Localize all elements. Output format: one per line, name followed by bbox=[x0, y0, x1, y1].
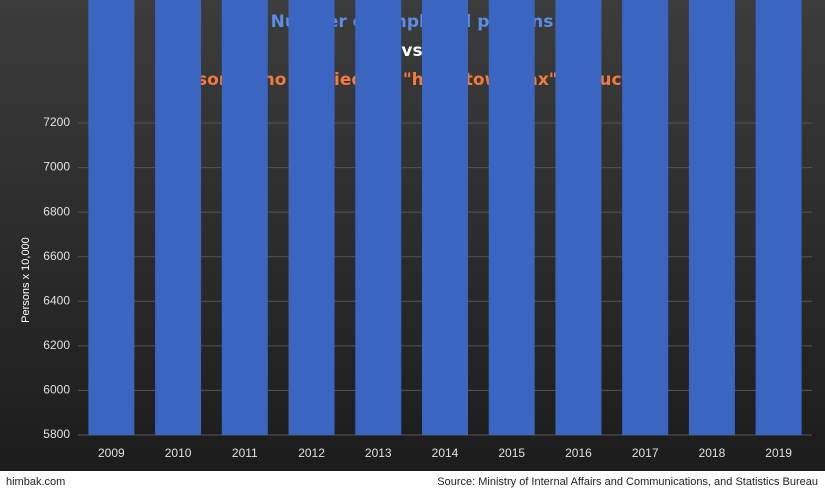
y-tick-label: 7000 bbox=[43, 160, 70, 174]
footer-right: Source: Ministry of Internal Affairs and… bbox=[437, 476, 818, 488]
y-tick-label: 5800 bbox=[43, 427, 70, 441]
background bbox=[0, 0, 825, 471]
x-tick-label: 2010 bbox=[165, 446, 192, 460]
y-tick-label: 6600 bbox=[43, 249, 70, 263]
bar-segment bbox=[688, 0, 735, 435]
bar-segment bbox=[622, 0, 669, 436]
bar-segment bbox=[288, 0, 335, 435]
x-tick-label: 2009 bbox=[98, 446, 125, 460]
x-tick-label: 2019 bbox=[765, 446, 792, 460]
bar-segment bbox=[221, 0, 268, 435]
x-tick-label: 2014 bbox=[432, 446, 459, 460]
y-tick-label: 6200 bbox=[43, 338, 70, 352]
y-tick-label: 7200 bbox=[43, 115, 70, 129]
y-tick-label: 6800 bbox=[43, 204, 70, 218]
x-tick-label: 2016 bbox=[565, 446, 592, 460]
bar-segment bbox=[555, 0, 602, 436]
x-tick-label: 2017 bbox=[632, 446, 659, 460]
x-tick-label: 2013 bbox=[365, 446, 392, 460]
bar-segment bbox=[355, 0, 402, 435]
title-line: vs bbox=[401, 41, 422, 61]
x-tick-label: 2011 bbox=[232, 446, 258, 460]
title-line: Persons who applied for "hometown tax" d… bbox=[165, 70, 660, 90]
x-tick-label: 2012 bbox=[298, 446, 325, 460]
y-tick-label: 6400 bbox=[43, 293, 70, 307]
y-tick-label: 6000 bbox=[43, 383, 70, 397]
bar-segment bbox=[422, 0, 468, 435]
title-line: Number of employed persons bbox=[271, 12, 554, 32]
bar-segment bbox=[488, 0, 535, 435]
bar-segment bbox=[755, 0, 802, 435]
bar-segment bbox=[155, 0, 202, 436]
bar-segment bbox=[88, 0, 135, 435]
x-tick-label: 2015 bbox=[498, 446, 525, 460]
footer-left: himbak.com bbox=[6, 476, 65, 488]
y-axis-label: Persons x 10,000 bbox=[20, 237, 32, 323]
x-tick-label: 2018 bbox=[699, 446, 726, 460]
